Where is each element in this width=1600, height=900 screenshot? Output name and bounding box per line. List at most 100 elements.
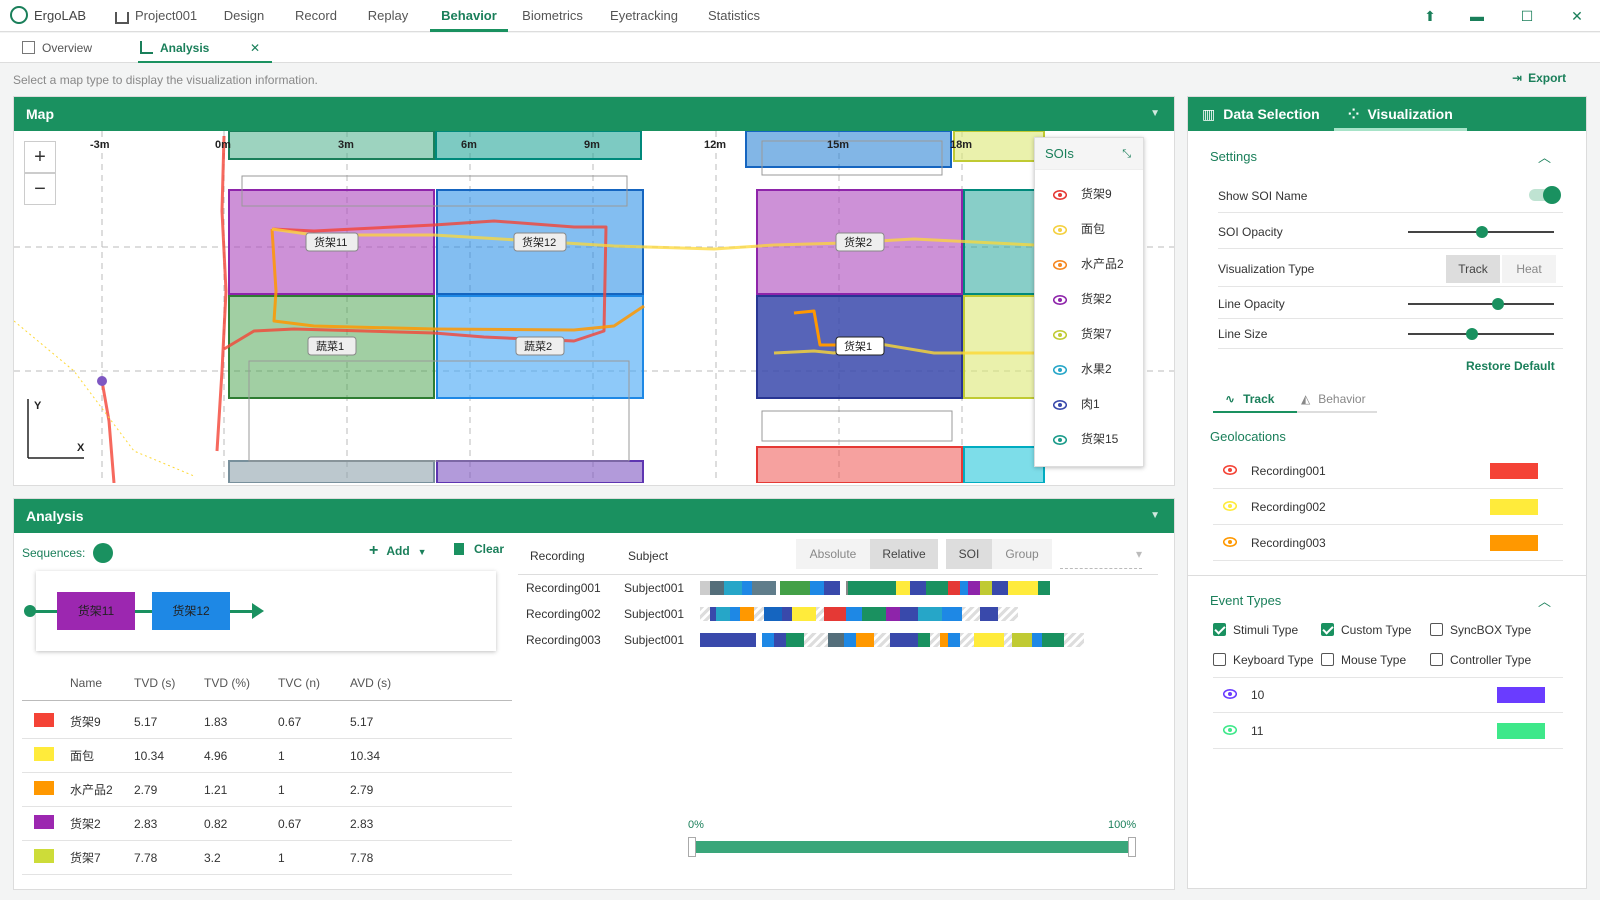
soi-list-item[interactable]: 货架9 (1035, 176, 1143, 211)
export-button[interactable]: ⇥ Export (1512, 71, 1567, 85)
app-logo[interactable]: ErgoLAB (10, 6, 86, 24)
eye-icon[interactable] (1222, 500, 1238, 511)
upload-icon[interactable]: ⬆ (1424, 8, 1436, 24)
eye-icon[interactable] (1052, 224, 1068, 235)
nav-behavior[interactable]: Behavior (430, 0, 508, 32)
syncbox-checkbox[interactable]: SyncBOX Type (1430, 623, 1531, 637)
table-row[interactable]: 货架2 2.83 0.82 0.67 2.83 (22, 807, 512, 841)
soi-button[interactable]: SOI (946, 539, 992, 569)
table-row[interactable]: 水产品2 2.79 1.21 1 2.79 (22, 773, 512, 807)
color-swatch[interactable] (1497, 687, 1545, 703)
line-size-slider[interactable] (1408, 328, 1554, 340)
minimize-icon[interactable]: ▬ (1470, 8, 1484, 24)
geolocation-item[interactable]: Recording003 (1213, 525, 1563, 561)
geolocation-item[interactable]: Recording002 (1213, 489, 1563, 525)
nav-eyetracking[interactable]: Eyetracking (610, 8, 678, 23)
project-tab[interactable]: Project001 (115, 0, 197, 32)
soi-list-item[interactable]: 水产品2 (1035, 246, 1143, 281)
eye-icon[interactable] (1052, 399, 1068, 410)
eye-icon[interactable] (1222, 688, 1238, 699)
range-handle-right[interactable] (1128, 837, 1136, 857)
line-opacity-slider[interactable] (1408, 298, 1554, 310)
relative-button[interactable]: Relative (870, 539, 938, 569)
recording-row[interactable]: Recording003 Subject001 (518, 631, 1158, 657)
eye-icon[interactable] (1052, 189, 1068, 200)
soi-list-item[interactable]: 货架15 (1035, 421, 1143, 456)
mouse-checkbox[interactable]: Mouse Type (1321, 653, 1406, 667)
color-swatch[interactable] (1490, 499, 1538, 515)
recording-row[interactable]: Recording002 Subject001 (518, 605, 1158, 631)
sequence-bar[interactable] (700, 633, 1136, 647)
sequence-node[interactable]: 货架12 (152, 592, 230, 630)
eye-icon[interactable] (1052, 329, 1068, 340)
table-row[interactable]: 货架9 5.17 1.83 0.67 5.17 (22, 705, 512, 739)
table-row[interactable]: 面包 10.34 4.96 1 10.34 (22, 739, 512, 773)
line-size-knob[interactable] (1466, 328, 1478, 340)
soi-list-item[interactable]: 水果2 (1035, 351, 1143, 386)
lock-icon[interactable] (93, 543, 114, 563)
tab-analysis[interactable]: Analysis ✕ (138, 33, 272, 63)
add-button[interactable]: + Add ▼ (369, 542, 427, 559)
zoom-out-button[interactable]: − (24, 173, 56, 205)
controller-checkbox[interactable]: Controller Type (1430, 653, 1531, 667)
eye-icon[interactable] (1052, 259, 1068, 270)
color-swatch[interactable] (1497, 723, 1545, 739)
heat-toggle[interactable]: Heat (1502, 255, 1556, 283)
color-swatch[interactable] (1490, 463, 1538, 479)
group-button[interactable]: Group (992, 539, 1052, 569)
recording-row[interactable]: Recording001 Subject001 (518, 579, 1158, 605)
table-row[interactable]: 货架7 7.78 3.2 1 7.78 (22, 841, 512, 875)
eye-icon[interactable] (1052, 294, 1068, 305)
line-opacity-knob[interactable] (1492, 298, 1504, 310)
eye-icon[interactable] (1222, 724, 1238, 735)
close-icon[interactable]: ✕ (1571, 8, 1583, 24)
map-svg[interactable]: Y X -3m 0m 3m 6m 9m 12m 15m 18m 货架11 货架1… (14, 131, 1174, 483)
close-tab-icon[interactable]: ✕ (249, 41, 260, 55)
stimuli-checkbox[interactable]: Stimuli Type (1213, 623, 1298, 637)
chevron-up-icon[interactable]: ︿ (1538, 594, 1552, 609)
eye-icon[interactable] (1052, 434, 1068, 445)
behavior-subtab[interactable]: ◭ Behavior (1297, 385, 1377, 413)
sequence-node[interactable]: 货架11 (57, 592, 135, 630)
show-soi-toggle[interactable] (1529, 186, 1561, 204)
eye-icon[interactable] (1222, 536, 1238, 547)
collapse-icon[interactable]: ⤡ (1122, 148, 1131, 160)
chevron-down-icon[interactable]: ▼ (1150, 108, 1160, 119)
analysis-header[interactable]: Analysis ▼ (14, 499, 1174, 533)
nav-statistics[interactable]: Statistics (707, 8, 760, 23)
chevron-up-icon[interactable]: ︿ (1538, 150, 1552, 165)
track-toggle[interactable]: Track (1446, 255, 1500, 283)
custom-checkbox[interactable]: Custom Type (1321, 623, 1411, 637)
keyboard-checkbox[interactable]: Keyboard Type (1213, 653, 1314, 667)
restore-default-button[interactable]: Restore Default (1466, 359, 1555, 373)
sequence-bar[interactable] (700, 607, 1136, 621)
soi-opacity-knob[interactable] (1476, 226, 1488, 238)
tab-overview[interactable]: Overview (20, 33, 130, 63)
event-item[interactable]: 10 (1213, 677, 1563, 713)
soi-list-item[interactable]: 货架2 (1035, 281, 1143, 316)
soi-opacity-slider[interactable] (1408, 226, 1554, 238)
nav-record[interactable]: Record (295, 8, 337, 23)
nav-design[interactable]: Design (223, 8, 265, 23)
clear-button[interactable]: Clear (454, 542, 504, 556)
geolocation-item[interactable]: Recording001 (1213, 453, 1563, 489)
soi-list-item[interactable]: 肉1 (1035, 386, 1143, 421)
tab-data-selection[interactable]: ▥ Data Selection (1202, 106, 1320, 122)
track-subtab[interactable]: ∿ Track (1213, 385, 1297, 413)
nav-replay[interactable]: Replay (367, 8, 409, 23)
color-swatch[interactable] (1490, 535, 1538, 551)
map-header[interactable]: Map ▼ (14, 97, 1174, 131)
maximize-icon[interactable]: ☐ (1520, 8, 1534, 24)
range-handle-left[interactable] (688, 837, 696, 857)
soi-list-item[interactable]: 面包 (1035, 211, 1143, 246)
nav-biometrics[interactable]: Biometrics (522, 8, 583, 23)
soi-list-item[interactable]: 货架7 (1035, 316, 1143, 351)
tab-visualization[interactable]: ⁘ Visualization (1333, 97, 1467, 131)
event-item[interactable]: 11 (1213, 713, 1563, 749)
zoom-in-button[interactable]: + (24, 141, 56, 173)
range-slider[interactable] (694, 841, 1132, 853)
dropdown[interactable]: ▾ (1060, 539, 1142, 569)
eye-icon[interactable] (1052, 364, 1068, 375)
absolute-button[interactable]: Absolute (796, 539, 870, 569)
eye-icon[interactable] (1222, 464, 1238, 475)
